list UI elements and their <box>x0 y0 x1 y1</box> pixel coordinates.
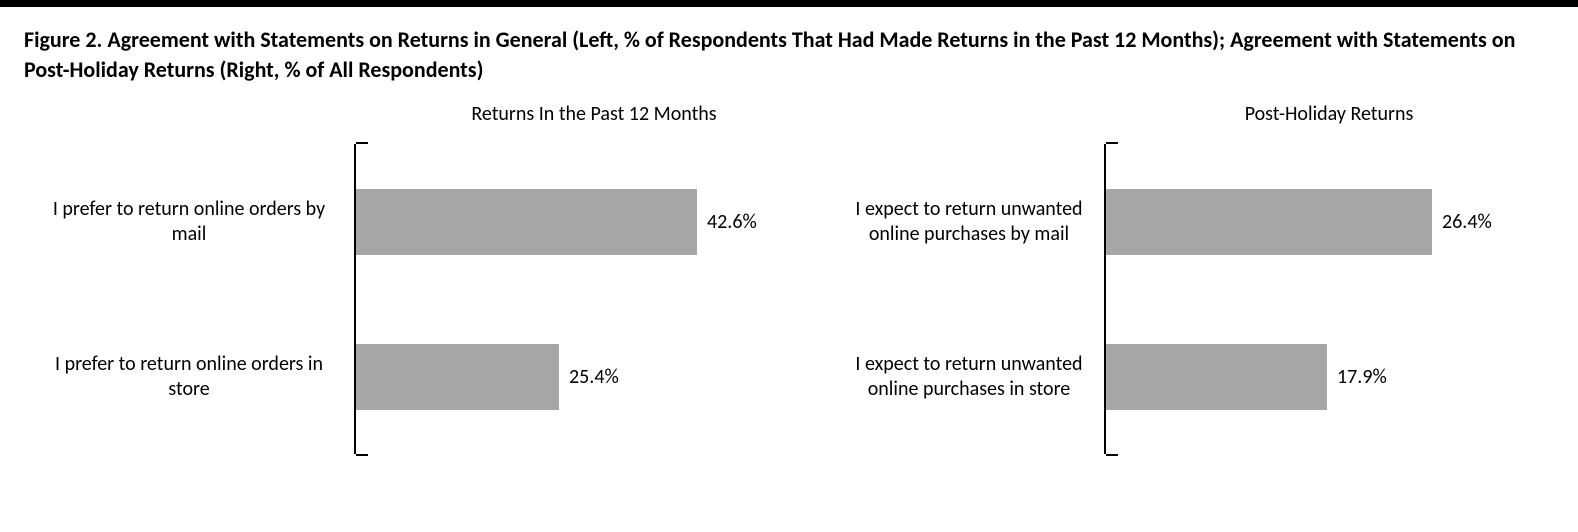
right-chart-bars-area: 26.4% 17.9% <box>1104 144 1554 454</box>
right-chart-bar-row-1: 17.9% <box>1106 344 1554 410</box>
left-chart-bar-row-0: 42.6% <box>356 189 834 255</box>
left-chart-bar-0 <box>356 189 697 255</box>
right-chart: Post-Holiday Returns I expect to return … <box>834 102 1554 454</box>
right-chart-value-0: 26.4% <box>1442 210 1492 234</box>
axis-tick-icon <box>356 142 368 144</box>
figure-container: Figure 2. Agreement with Statements on R… <box>0 0 1578 532</box>
axis-tick-icon <box>356 454 368 456</box>
right-chart-bar-0 <box>1106 189 1432 255</box>
left-chart-bars-area: 42.6% 25.4% <box>354 144 834 454</box>
right-chart-label-1: I expect to return unwanted online purch… <box>834 352 1104 402</box>
right-chart-value-1: 17.9% <box>1337 365 1387 389</box>
left-chart-value-0: 42.6% <box>707 210 757 234</box>
right-chart-plot: I expect to return unwanted online purch… <box>834 144 1554 454</box>
charts-row: Returns In the Past 12 Months I prefer t… <box>24 102 1554 454</box>
left-chart-label-0: I prefer to return online orders by mail <box>24 197 354 247</box>
left-chart-value-1: 25.4% <box>569 365 619 389</box>
left-chart-bar-row-1: 25.4% <box>356 344 834 410</box>
left-chart-bar-1 <box>356 344 559 410</box>
figure-title: Figure 2. Agreement with Statements on R… <box>24 25 1554 84</box>
right-chart-label-0: I expect to return unwanted online purch… <box>834 197 1104 247</box>
left-chart-heading: Returns In the Past 12 Months <box>24 102 834 126</box>
axis-tick-icon <box>1106 454 1118 456</box>
right-chart-labels: I expect to return unwanted online purch… <box>834 144 1104 454</box>
left-chart-plot: I prefer to return online orders by mail… <box>24 144 834 454</box>
right-chart-bar-1 <box>1106 344 1327 410</box>
right-chart-bar-row-0: 26.4% <box>1106 189 1554 255</box>
left-chart-label-1: I prefer to return online orders in stor… <box>24 352 354 402</box>
axis-tick-icon <box>1106 142 1118 144</box>
left-chart-labels: I prefer to return online orders by mail… <box>24 144 354 454</box>
right-chart-heading: Post-Holiday Returns <box>834 102 1554 126</box>
left-chart: Returns In the Past 12 Months I prefer t… <box>24 102 834 454</box>
